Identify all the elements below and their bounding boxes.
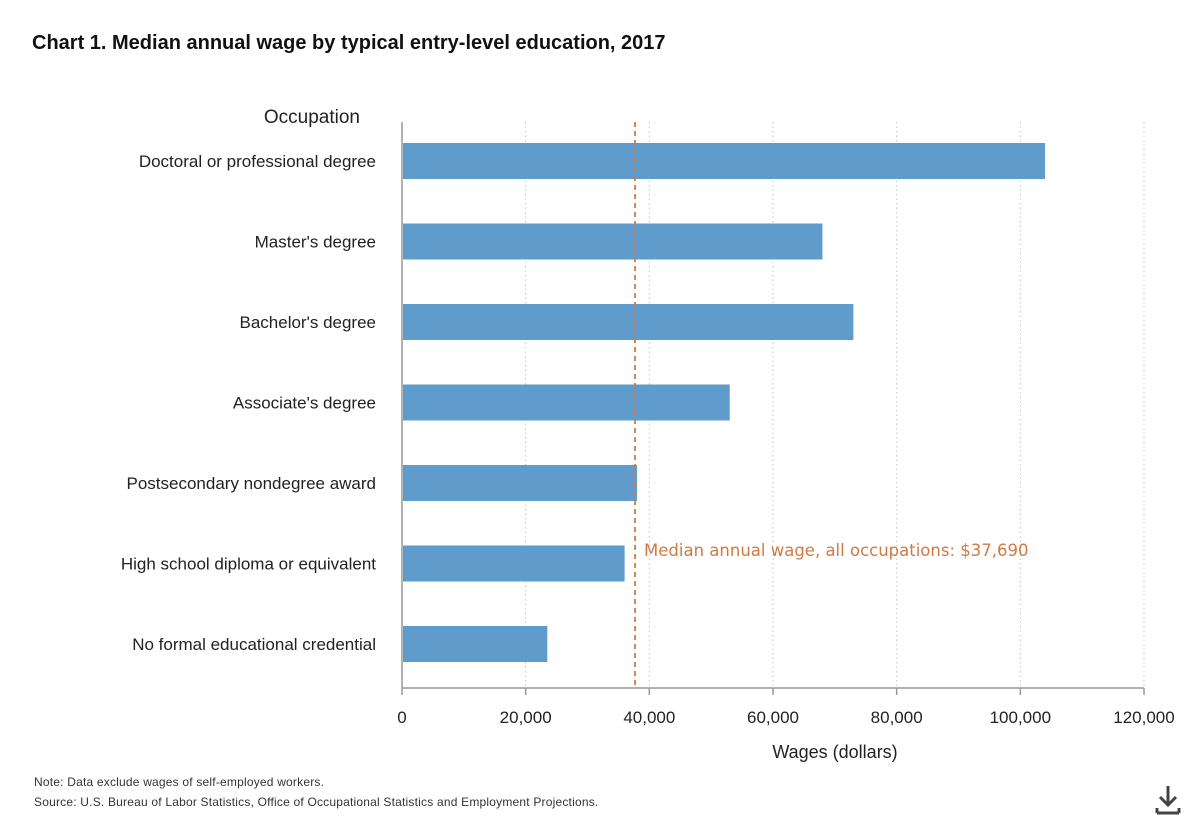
bar-0 — [403, 143, 1046, 179]
category-label-2: Bachelor's degree — [240, 313, 377, 332]
download-icon[interactable] — [1154, 782, 1182, 822]
x-tick-label-0: 0 — [397, 708, 406, 727]
bar-3 — [403, 384, 730, 421]
labels: Doctoral or professional degree Master's … — [121, 152, 1175, 727]
category-label-0: Doctoral or professional degree — [139, 152, 376, 171]
x-tick-label-5: 100,000 — [990, 708, 1051, 727]
bar-5 — [403, 545, 625, 582]
bar-6 — [403, 626, 548, 662]
bar-4 — [403, 465, 637, 501]
category-label-1: Master's degree — [255, 233, 376, 252]
bar-2 — [403, 304, 854, 340]
x-axis-title: Wages (dollars) — [772, 742, 897, 762]
x-tick-label-4: 80,000 — [871, 708, 923, 727]
x-tick-label-2: 40,000 — [623, 708, 675, 727]
median-reference-label: Median annual wage, all occupations: $37… — [644, 541, 1028, 560]
chart-source: Source: U.S. Bureau of Labor Statistics,… — [34, 795, 599, 809]
x-tick-label-3: 60,000 — [747, 708, 799, 727]
category-label-4: Postsecondary nondegree award — [127, 474, 377, 493]
category-label-3: Associate's degree — [233, 394, 376, 413]
x-tick-label-6: 120,000 — [1113, 708, 1174, 727]
reference-line-group: Median annual wage, all occupations: $37… — [634, 122, 1029, 688]
bars — [403, 143, 1046, 662]
chart-note: Note: Data exclude wages of self-employe… — [34, 775, 325, 789]
chart-title: Chart 1. Median annual wage by typical e… — [32, 32, 666, 54]
bar-1 — [403, 223, 823, 260]
category-label-6: No formal educational credential — [132, 635, 376, 654]
category-axis-title: Occupation — [264, 107, 360, 128]
category-label-5: High school diploma or equivalent — [121, 555, 376, 574]
x-tick-label-1: 20,000 — [500, 708, 552, 727]
